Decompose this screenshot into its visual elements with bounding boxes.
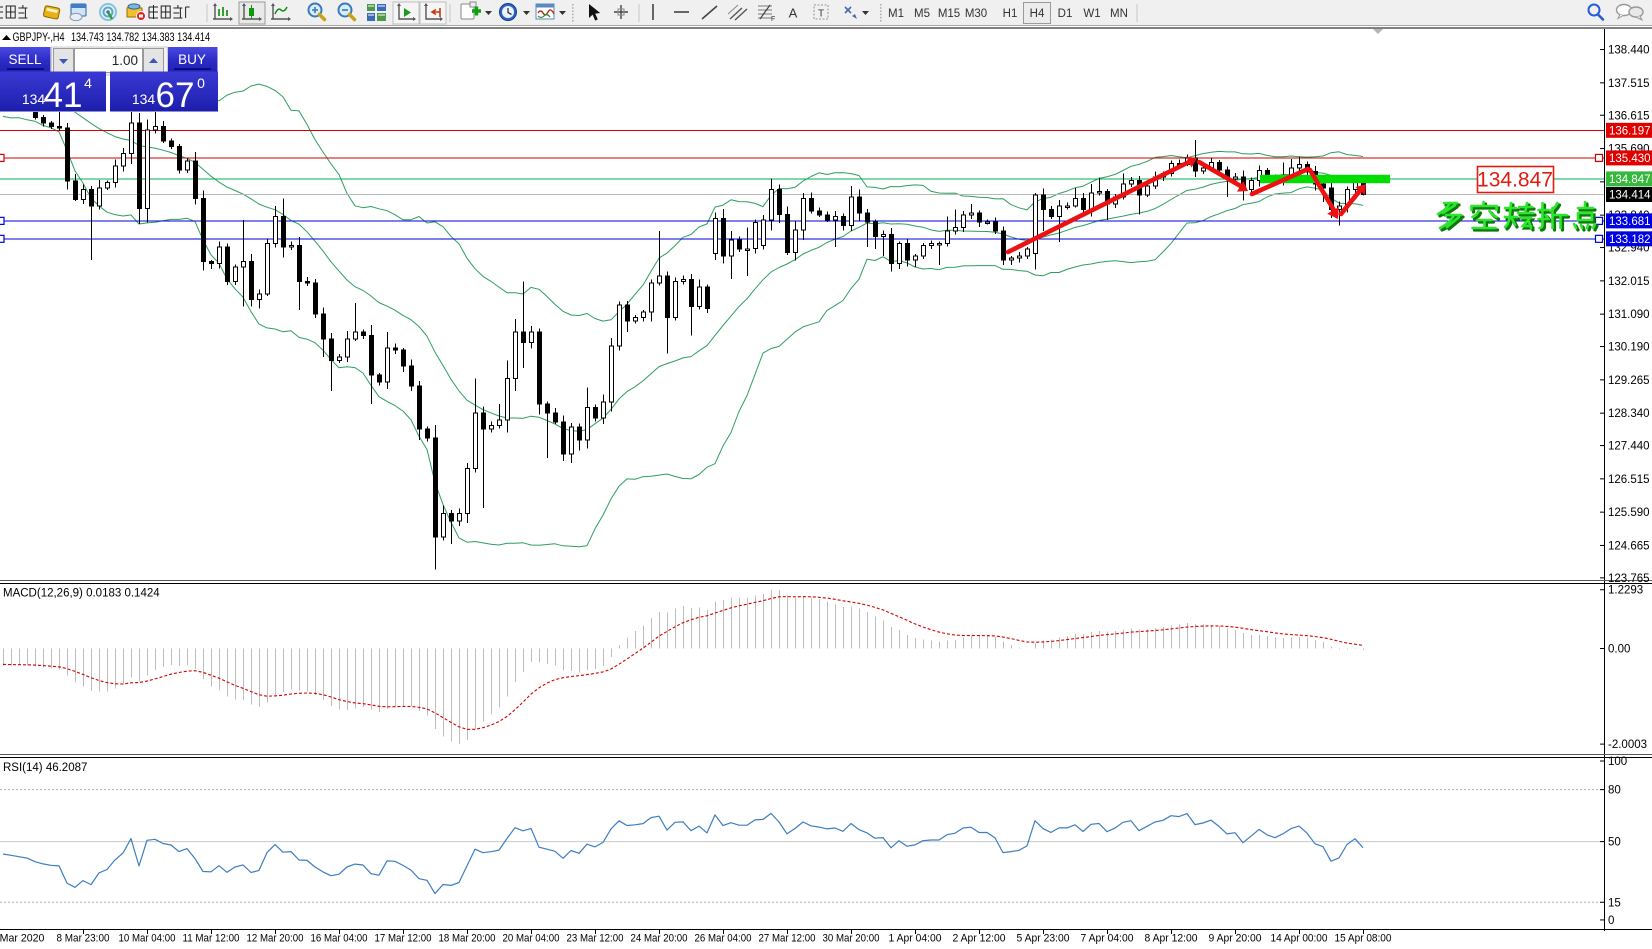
svg-text:134.847: 134.847 <box>1477 169 1553 192</box>
svg-text:1.00: 1.00 <box>112 53 138 68</box>
svg-text:124.665: 124.665 <box>1608 540 1650 552</box>
svg-text:138.440: 138.440 <box>1608 45 1650 57</box>
svg-text:128.340: 128.340 <box>1608 408 1650 420</box>
svg-text:0.00: 0.00 <box>1608 644 1630 656</box>
svg-text:14 Apr 00:00: 14 Apr 00:00 <box>1271 933 1328 945</box>
svg-text:M1: M1 <box>888 8 904 20</box>
svg-text:RSI(14) 46.2087: RSI(14) 46.2087 <box>3 762 87 774</box>
svg-text:15: 15 <box>1608 897 1621 909</box>
svg-text:80: 80 <box>1608 785 1621 797</box>
svg-text:134: 134 <box>132 91 156 107</box>
svg-text:131.090: 131.090 <box>1608 309 1650 321</box>
svg-text:137.515: 137.515 <box>1608 78 1650 90</box>
svg-text:134.847: 134.847 <box>1609 174 1651 186</box>
svg-text:125.590: 125.590 <box>1608 507 1650 519</box>
svg-text:M5: M5 <box>914 8 930 20</box>
svg-text:100: 100 <box>1608 756 1627 768</box>
svg-text:1 Apr 04:00: 1 Apr 04:00 <box>889 933 942 945</box>
svg-text:A: A <box>789 6 798 21</box>
svg-text:-2.0003: -2.0003 <box>1608 739 1647 751</box>
svg-text:9 Apr 20:00: 9 Apr 20:00 <box>1209 933 1262 945</box>
svg-text:2 Apr 12:00: 2 Apr 12:00 <box>953 933 1006 945</box>
svg-text:F: F <box>771 16 775 23</box>
svg-text:D1: D1 <box>1058 8 1073 20</box>
svg-text:129.265: 129.265 <box>1608 375 1650 387</box>
svg-text:20 Mar 04:00: 20 Mar 04:00 <box>503 933 560 945</box>
svg-text:T: T <box>818 9 824 20</box>
svg-text:133.681: 133.681 <box>1609 216 1651 228</box>
svg-text:27 Mar 12:00: 27 Mar 12:00 <box>759 933 816 945</box>
svg-text:50: 50 <box>1608 837 1621 849</box>
svg-text:26 Mar 04:00: 26 Mar 04:00 <box>695 933 752 945</box>
svg-text:8 Mar 23:00: 8 Mar 23:00 <box>57 933 110 945</box>
svg-text:W1: W1 <box>1083 8 1100 20</box>
svg-text:134.743 134.782 134.383 134.41: 134.743 134.782 134.383 134.414 <box>71 30 210 44</box>
svg-text:0: 0 <box>197 75 205 91</box>
svg-text:134: 134 <box>22 91 46 107</box>
svg-text:18 Mar 20:00: 18 Mar 20:00 <box>439 933 496 945</box>
svg-text:134.414: 134.414 <box>1609 190 1651 202</box>
svg-text:15 Apr 08:00: 15 Apr 08:00 <box>1335 933 1392 945</box>
svg-text:MACD(12,26,9) 0.0183 0.1424: MACD(12,26,9) 0.0183 0.1424 <box>3 588 160 600</box>
svg-text:11 Mar 12:00: 11 Mar 12:00 <box>183 933 240 945</box>
svg-text:GBPJPY-,H4: GBPJPY-,H4 <box>13 30 65 44</box>
svg-text:133.182: 133.182 <box>1609 234 1651 246</box>
svg-text:H4: H4 <box>1030 8 1045 20</box>
svg-text:12 Mar 20:00: 12 Mar 20:00 <box>247 933 304 945</box>
svg-text:24 Mar 20:00: 24 Mar 20:00 <box>631 933 688 945</box>
svg-text:123.765: 123.765 <box>1608 573 1650 585</box>
svg-text:H1: H1 <box>1003 8 1018 20</box>
svg-text:136.615: 136.615 <box>1608 110 1650 122</box>
svg-text:126.515: 126.515 <box>1608 474 1650 486</box>
svg-text:130.190: 130.190 <box>1608 342 1650 354</box>
svg-text:7 Apr 04:00: 7 Apr 04:00 <box>1081 933 1134 945</box>
svg-text:0: 0 <box>1608 915 1614 927</box>
svg-text:M30: M30 <box>965 8 987 20</box>
svg-text:8 Apr 12:00: 8 Apr 12:00 <box>1145 933 1198 945</box>
svg-text:5 Apr 23:00: 5 Apr 23:00 <box>1017 933 1070 945</box>
svg-text:4: 4 <box>84 75 92 91</box>
svg-text:132.015: 132.015 <box>1608 276 1650 288</box>
svg-text:67: 67 <box>156 76 195 115</box>
svg-text:M15: M15 <box>938 8 960 20</box>
svg-text:30 Mar 20:00: 30 Mar 20:00 <box>823 933 880 945</box>
svg-text:23 Mar 12:00: 23 Mar 12:00 <box>567 933 624 945</box>
svg-text:SELL: SELL <box>8 52 42 67</box>
svg-text:10 Mar 04:00: 10 Mar 04:00 <box>119 933 176 945</box>
svg-text:127.440: 127.440 <box>1608 441 1650 453</box>
svg-text:BUY: BUY <box>178 52 206 67</box>
svg-text:1.2293: 1.2293 <box>1608 585 1643 597</box>
svg-text:16 Mar 04:00: 16 Mar 04:00 <box>311 933 368 945</box>
svg-text:136.197: 136.197 <box>1609 126 1651 138</box>
svg-text:Mar 2020: Mar 2020 <box>0 933 44 945</box>
svg-text:MN: MN <box>1110 8 1128 20</box>
svg-text:17 Mar 12:00: 17 Mar 12:00 <box>375 933 432 945</box>
svg-text:135.430: 135.430 <box>1609 153 1651 165</box>
svg-text:41: 41 <box>44 76 83 115</box>
